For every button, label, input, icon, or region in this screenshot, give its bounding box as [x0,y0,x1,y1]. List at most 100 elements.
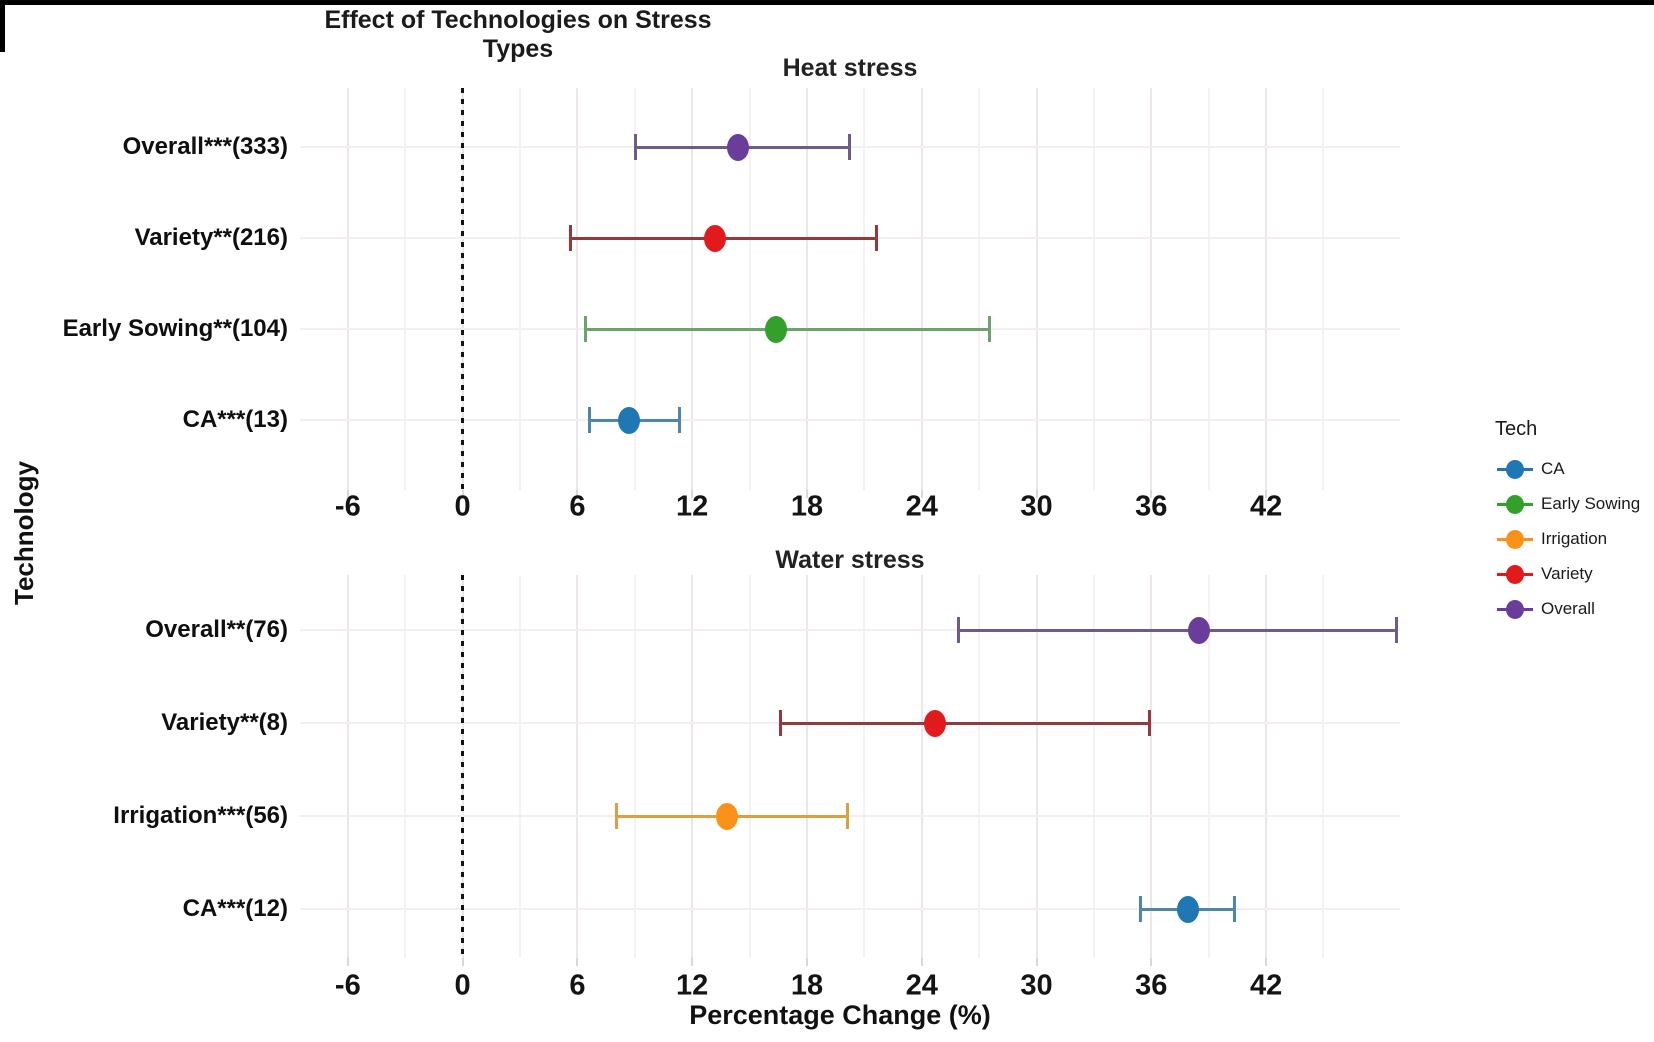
legend-key-dot [1506,599,1524,619]
ci-cap-high [848,134,852,160]
axis-tick [1265,958,1268,966]
major-gridline [1035,88,1038,490]
axis-tick [1035,490,1038,498]
axis-tick [576,490,579,498]
x-tick-label: -6 [334,969,361,1002]
legend-item-label: Variety [1541,563,1593,583]
minor-gridline [519,88,521,490]
minor-gridline [1207,88,1210,490]
axis-tick [805,958,808,966]
ci-cap-high [1395,617,1399,643]
x-tick-label: 24 [905,969,938,1002]
zero-reference-line [461,575,465,958]
y-axis-title: Technology [9,461,39,605]
ci-cap-low [568,225,572,251]
ci-cap-high [874,225,878,251]
row-gridline [300,815,1400,817]
legend-key-dot [1506,529,1524,549]
major-gridline [346,88,349,490]
axis-tick [1150,490,1153,498]
row-label: Overall**(76) [145,616,288,643]
axis-tick [691,490,694,498]
minor-gridline [519,575,521,958]
legend-item-ca: CA [1495,451,1654,486]
axis-tick [461,490,464,498]
legend-item-overall: Overall [1495,591,1654,626]
minor-gridline [978,88,981,490]
ci-cap-high [1148,710,1152,736]
x-tick-label: 0 [454,490,471,523]
panel-title-water: Water stress [775,546,925,574]
ci-cap-high [846,803,850,829]
major-gridline [346,575,349,958]
x-tick-label: 30 [1020,969,1053,1002]
major-gridline [1150,88,1153,490]
x-tick-label: -6 [334,490,361,523]
minor-gridline [1322,88,1325,490]
axis-tick [461,958,464,966]
legend-key-dot [1506,459,1524,479]
legend-item-label: Irrigation [1541,528,1608,548]
ci-cap-low [1138,896,1142,922]
axis-tick [1035,958,1038,966]
major-gridline [1265,88,1268,490]
chart-title: Effect of Technologies on Stress Types [324,6,712,63]
minor-gridline [748,88,751,490]
x-tick-label: 42 [1249,490,1283,523]
row-gridline [300,419,1400,421]
estimate-point [1176,896,1199,923]
ci-cap-low [957,617,961,643]
x-axis-title: Percentage Change (%) [689,1000,991,1030]
minor-gridline [633,88,636,490]
minor-gridline [748,575,751,958]
x-tick-label: 36 [1135,969,1168,1002]
x-tick-label: 18 [790,969,824,1002]
axis-tick [346,490,349,498]
axis-tick [805,490,808,498]
estimate-point [704,225,727,252]
legend-item-label: CA [1541,458,1565,478]
minor-gridline [1207,575,1210,958]
row-label: Overall***(333) [122,133,288,160]
scan-artifact-top-border [0,0,1654,5]
legend-key [1495,492,1535,516]
estimate-point [715,803,738,830]
legend-item-irrigation: Irrigation [1495,521,1654,556]
minor-gridline [633,575,636,958]
major-gridline [920,88,923,490]
estimate-point [727,134,750,161]
major-gridline [920,575,923,958]
axis-tick [920,490,923,498]
major-gridline [576,88,579,490]
ci-cap-low [779,710,783,736]
legend-item-early-sowing: Early Sowing [1495,486,1654,521]
estimate-point [924,710,947,737]
major-gridline [1035,575,1038,958]
major-gridline [1265,575,1268,958]
row-label: Early Sowing**(104) [62,315,288,342]
legend-key-dot [1506,564,1524,584]
x-tick-label: 24 [905,490,938,523]
ci-line [958,629,1397,632]
ci-cap-low [584,316,588,342]
x-tick-label: 0 [454,969,471,1002]
x-tick-label: 6 [569,490,586,523]
ci-line [780,722,1150,725]
axis-tick [1150,958,1153,966]
row-label: CA***(12) [182,895,288,922]
ci-cap-high [1232,896,1236,922]
row-label: CA***(13) [182,406,288,433]
estimate-point [765,316,788,343]
axis-tick [920,958,923,966]
x-tick-label: 6 [569,969,586,1002]
row-label: Irrigation***(56) [113,802,288,829]
legend-key [1495,597,1535,621]
ci-cap-high [677,407,681,433]
estimate-point [618,407,641,434]
row-label: Variety**(8) [161,709,288,736]
minor-gridline [863,575,866,958]
minor-gridline [404,575,407,958]
x-tick-label: 12 [676,490,709,523]
minor-gridline [1092,575,1095,958]
